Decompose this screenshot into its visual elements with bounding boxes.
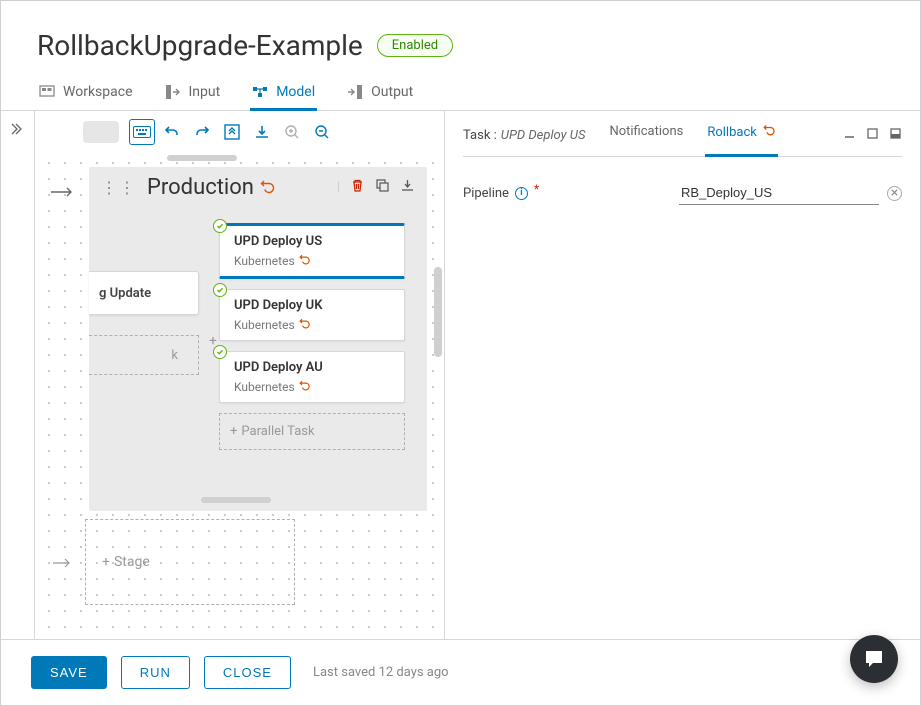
task-name-text: UPD Deploy UK bbox=[234, 298, 394, 313]
drag-pill-icon[interactable] bbox=[201, 497, 271, 503]
task-type: Kubernetes bbox=[234, 317, 394, 332]
tab-model[interactable]: Model bbox=[250, 76, 317, 110]
save-button[interactable]: SAVE bbox=[31, 656, 107, 689]
pipeline-label: Pipeline i * bbox=[463, 186, 539, 201]
pipeline-input[interactable] bbox=[679, 181, 879, 205]
model-icon bbox=[252, 84, 268, 100]
task-card-upd-deploy-uk[interactable]: UPD Deploy UK Kubernetes bbox=[219, 289, 405, 341]
canvas-toolbar bbox=[79, 117, 339, 147]
info-icon[interactable]: i bbox=[515, 187, 528, 200]
workspace-area: ⋮⋮ Production | g Update k + UPD De bbox=[1, 111, 920, 642]
status-ok-icon bbox=[213, 345, 227, 359]
zoom-in-button[interactable] bbox=[279, 119, 305, 145]
close-button[interactable]: CLOSE bbox=[204, 656, 291, 689]
main-tabs: Workspace Input Model Output bbox=[1, 76, 920, 111]
chat-help-button[interactable] bbox=[850, 635, 898, 683]
stage-title: Production bbox=[147, 175, 327, 200]
model-canvas[interactable]: ⋮⋮ Production | g Update k + UPD De bbox=[35, 111, 445, 642]
undo-button[interactable] bbox=[159, 119, 185, 145]
placeholder-task[interactable]: k bbox=[89, 335, 199, 375]
task-name-text: UPD Deploy US bbox=[234, 234, 394, 249]
selected-task-name: UPD Deploy US bbox=[501, 128, 586, 143]
add-stage-label: Stage bbox=[114, 554, 150, 570]
tab-label: Output bbox=[371, 84, 413, 100]
task-name-text: UPD Deploy AU bbox=[234, 360, 394, 375]
tab-label: Input bbox=[189, 84, 221, 100]
task-card-upd-deploy-us[interactable]: UPD Deploy US Kubernetes bbox=[219, 223, 405, 279]
required-indicator: * bbox=[534, 182, 539, 196]
tab-input[interactable]: Input bbox=[163, 76, 223, 110]
panel-window-actions bbox=[843, 127, 902, 144]
toolbar-handle[interactable] bbox=[83, 121, 119, 143]
tab-output[interactable]: Output bbox=[345, 76, 415, 110]
delete-stage-button[interactable] bbox=[350, 178, 365, 197]
task-type: Kubernetes bbox=[234, 253, 394, 268]
pipeline-field-row: Pipeline i * × bbox=[463, 157, 902, 229]
status-badge: Enabled bbox=[377, 34, 453, 57]
output-icon bbox=[347, 84, 363, 100]
status-ok-icon bbox=[213, 219, 227, 233]
status-ok-icon bbox=[213, 283, 227, 297]
properties-panel: Task : UPD Deploy US Notifications Rollb… bbox=[445, 111, 920, 642]
tab-notifications[interactable]: Notifications bbox=[609, 124, 683, 147]
tab-label: Model bbox=[276, 84, 315, 100]
task-card-upd-deploy-au[interactable]: UPD Deploy AU Kubernetes bbox=[219, 351, 405, 403]
plus-icon: + bbox=[102, 554, 110, 570]
scrollbar-thumb[interactable] bbox=[434, 267, 442, 357]
flow-arrow-icon bbox=[49, 185, 77, 203]
rollback-icon bbox=[260, 175, 276, 200]
tab-label: Rollback bbox=[707, 125, 757, 140]
maximize-button[interactable] bbox=[866, 127, 879, 144]
zoom-out-button[interactable] bbox=[309, 119, 335, 145]
copy-stage-button[interactable] bbox=[375, 178, 390, 197]
workspace-icon bbox=[39, 84, 55, 100]
task-column: UPD Deploy US Kubernetes UPD Deploy UK K… bbox=[219, 223, 405, 450]
import-stage-button[interactable] bbox=[400, 178, 415, 197]
last-saved-text: Last saved 12 days ago bbox=[313, 665, 449, 680]
collapse-all-button[interactable] bbox=[219, 119, 245, 145]
rollback-icon bbox=[299, 253, 311, 268]
grip-icon[interactable]: ⋮⋮ bbox=[101, 180, 137, 196]
add-parallel-task-button[interactable]: + Parallel Task bbox=[219, 413, 405, 450]
clear-input-button[interactable]: × bbox=[887, 186, 902, 201]
download-button[interactable] bbox=[249, 119, 275, 145]
stage-title-text: Production bbox=[147, 175, 254, 200]
parallel-label: Parallel Task bbox=[241, 424, 314, 439]
tab-label: Workspace bbox=[63, 84, 133, 100]
connector-arrow-icon bbox=[51, 557, 75, 573]
drag-pill-icon[interactable] bbox=[167, 155, 237, 161]
plus-icon: + bbox=[230, 424, 237, 439]
rollback-icon bbox=[299, 317, 311, 332]
rollback-icon bbox=[299, 379, 311, 394]
add-stage-button[interactable]: +Stage bbox=[85, 519, 295, 605]
placeholder-text: k bbox=[171, 348, 178, 363]
task-name-text: g Update bbox=[99, 286, 151, 301]
page-header: RollbackUpgrade-Example Enabled bbox=[1, 1, 920, 76]
task-card-clipped[interactable]: g Update bbox=[89, 271, 199, 315]
minimize-button[interactable] bbox=[843, 127, 856, 144]
footer-bar: SAVE RUN CLOSE Last saved 12 days ago bbox=[1, 639, 920, 705]
tab-rollback[interactable]: Rollback bbox=[707, 123, 776, 148]
run-button[interactable]: RUN bbox=[121, 656, 190, 689]
stage-actions bbox=[350, 178, 415, 197]
keyboard-icon[interactable] bbox=[129, 119, 155, 145]
tab-workspace[interactable]: Workspace bbox=[37, 76, 135, 110]
task-label-prefix: Task : bbox=[463, 128, 497, 143]
input-icon bbox=[165, 84, 181, 100]
panel-tabs: Task : UPD Deploy US Notifications Rollb… bbox=[463, 111, 902, 157]
page-title: RollbackUpgrade-Example bbox=[37, 29, 363, 62]
redo-button[interactable] bbox=[189, 119, 215, 145]
stage-header: ⋮⋮ Production | bbox=[89, 167, 427, 208]
collapse-sidebar-button[interactable] bbox=[1, 111, 35, 642]
task-type: Kubernetes bbox=[234, 379, 394, 394]
dock-button[interactable] bbox=[889, 127, 902, 144]
rollback-icon bbox=[763, 125, 776, 140]
